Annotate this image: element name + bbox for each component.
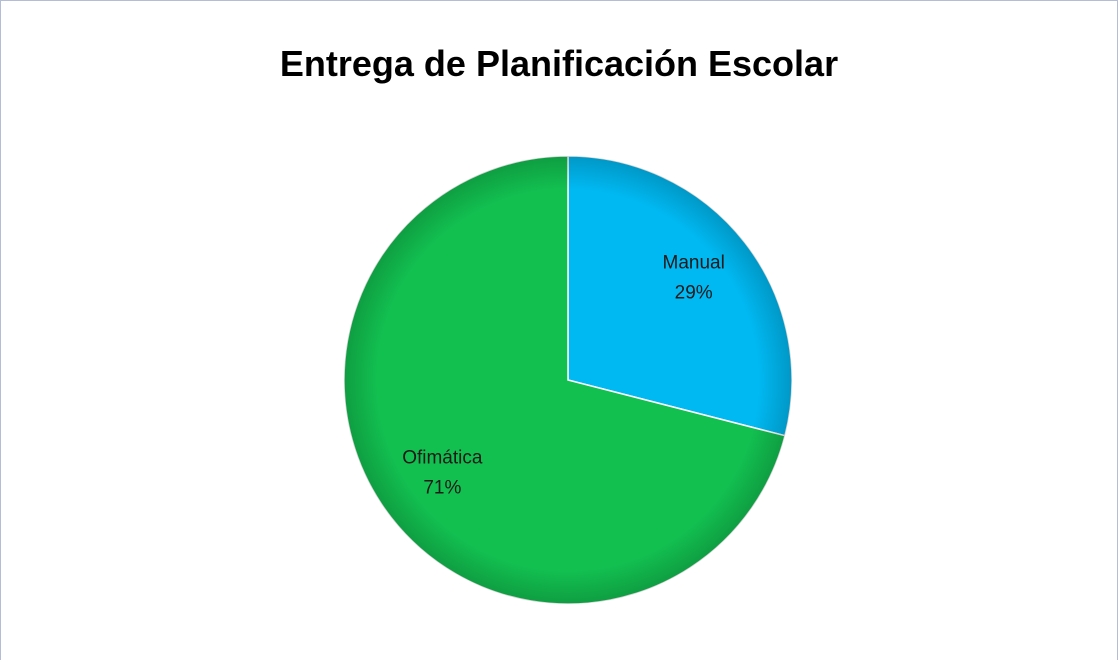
slice-value-label: 71% [423,477,461,498]
pie [343,155,793,605]
chart-title: Entrega de Planificación Escolar [280,43,838,84]
slice-value-label: 29% [675,283,713,304]
slice-label: Ofimática [402,447,483,468]
slice-label: Manual [663,253,725,274]
labels: Manual 29% Ofimática 71% [402,253,725,499]
